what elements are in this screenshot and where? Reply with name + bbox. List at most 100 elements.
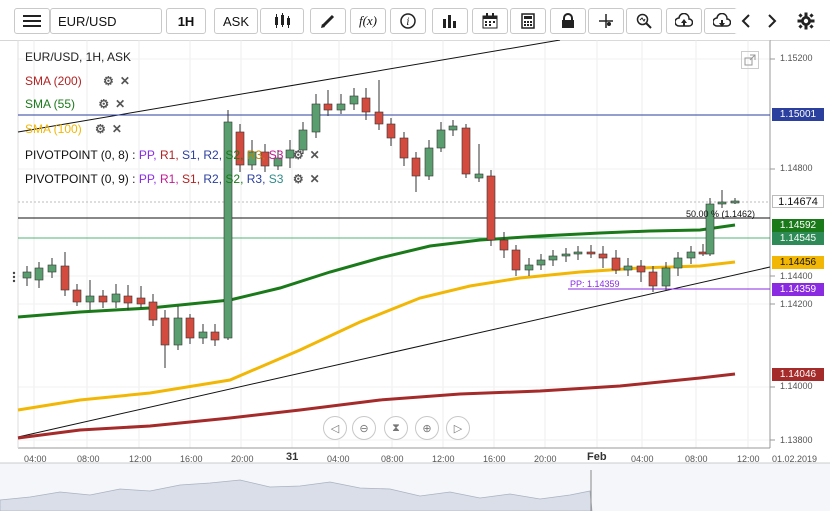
upload-button[interactable] [666,8,702,34]
left-resize-handle[interactable] [12,271,16,283]
toolbar: EUR/USD 1H ASK f(x) i [0,0,830,41]
candle [123,285,133,310]
pivot2-s2: S2, [225,172,244,186]
level-label-sma55: 1.14592 [772,219,824,232]
gear-icon[interactable]: ⚙ [292,148,304,162]
indicators-button[interactable]: f(x) [350,8,386,34]
nav-zoom-in-button[interactable]: ⊕ [415,416,439,440]
gear-icon[interactable]: ⚙ [103,74,114,88]
candle [85,280,95,310]
chart-type-button[interactable] [260,8,304,34]
candle [499,232,509,258]
price-type-button[interactable]: ASK [214,8,258,34]
crosshair-icon [599,14,613,28]
pivot2-r3: R3, [246,172,266,186]
candle [323,90,333,116]
nav-scroll-left-button[interactable]: ◁ [323,416,347,440]
candle [298,122,308,154]
time-tick: 08:00 [685,454,708,464]
time-tick: 12:00 [432,454,455,464]
legend-pivot1: PIVOTPOINT (0, 8) : PP, R1, S1, R2, S2, … [25,148,320,162]
level-label-sma100: 1.14456 [772,256,824,269]
pivot1-s2: S2, [225,148,244,162]
candle [661,262,671,290]
volume-button[interactable] [432,8,468,34]
gear-icon[interactable]: ⚙ [292,172,304,186]
price-tick: 1.15200 [780,53,813,63]
candle [548,250,558,266]
candle [573,246,583,260]
nav-scroll-right-button[interactable]: ▷ [446,416,470,440]
pivot1-s3: S3 [268,148,284,162]
candle [22,266,32,286]
candle [598,246,608,268]
close-icon[interactable]: ✕ [119,74,130,88]
time-tick-month: Feb [587,451,607,463]
time-tick: 08:00 [381,454,404,464]
pivot1-pp: PP, [138,148,157,162]
zoom-button[interactable] [626,8,662,34]
candle [486,170,496,246]
calculator-button[interactable] [510,8,546,34]
candle [235,124,245,172]
zoom-icon [636,13,652,29]
gear-icon[interactable]: ⚙ [95,122,106,136]
gear-icon[interactable]: ⚙ [98,97,110,111]
candle [474,144,484,182]
nav-zoom-out-button[interactable]: ⊖ [352,416,376,440]
expand-icon [744,54,756,66]
timeframe-button[interactable]: 1H [166,8,206,34]
candle [198,324,208,344]
time-tick: 12:00 [737,454,760,464]
candle [536,254,546,270]
price-tick: 1.14000 [780,381,813,391]
candles [22,80,740,368]
level-label-pp: 1.14359 [772,283,824,296]
close-icon[interactable]: ✕ [111,122,122,136]
candle [623,258,633,276]
symbol-field[interactable]: EUR/USD [50,8,162,34]
menu-button[interactable] [14,8,50,34]
close-icon[interactable]: ✕ [309,148,320,162]
draw-button[interactable] [310,8,346,34]
candle [705,198,715,256]
candle [173,306,183,350]
legend-pivot2: PIVOTPOINT (0, 9) : PP, R1, S1, R2, S2, … [25,172,320,186]
candle [260,144,270,172]
expand-button[interactable] [741,51,759,69]
candle [636,260,646,282]
navigator-series [0,479,593,511]
candle [524,258,534,276]
pp-annotation: PP: 1.14359 [570,279,620,289]
candle [160,310,170,368]
pivot1-sep: : [132,148,136,162]
info-icon: i [400,13,416,29]
crosshair-button[interactable] [588,8,624,34]
sma55-line [17,223,736,319]
chart-area[interactable]: EUR/USD, 1H, ASK SMA (200) ⚙ ✕ SMA (55) ⚙… [0,40,830,511]
sma200-label: SMA (200) [25,74,82,88]
settings-button[interactable] [794,8,818,34]
candle [673,252,683,276]
candle [717,190,727,208]
pivot2-s1: S1, [182,172,201,186]
time-tick: 20:00 [534,454,557,464]
price-axis-ticks [770,58,775,441]
candlestick-icon [275,13,290,28]
candle [411,152,421,192]
nav-reset-button[interactable]: ⧗ [384,416,408,440]
calendar-button[interactable] [472,8,508,34]
gear-icon [797,12,815,30]
price-chart[interactable] [0,40,830,511]
scroll-right-button[interactable] [760,8,784,34]
candle [285,140,295,168]
pencil-icon [321,14,335,28]
candle [349,88,359,110]
scroll-left-button[interactable] [734,8,758,34]
close-icon[interactable]: ✕ [115,97,126,111]
close-icon[interactable]: ✕ [309,172,320,186]
candle [111,284,121,308]
pivot2-s3: S3 [268,172,284,186]
info-button[interactable]: i [390,8,426,34]
lock-button[interactable] [550,8,586,34]
